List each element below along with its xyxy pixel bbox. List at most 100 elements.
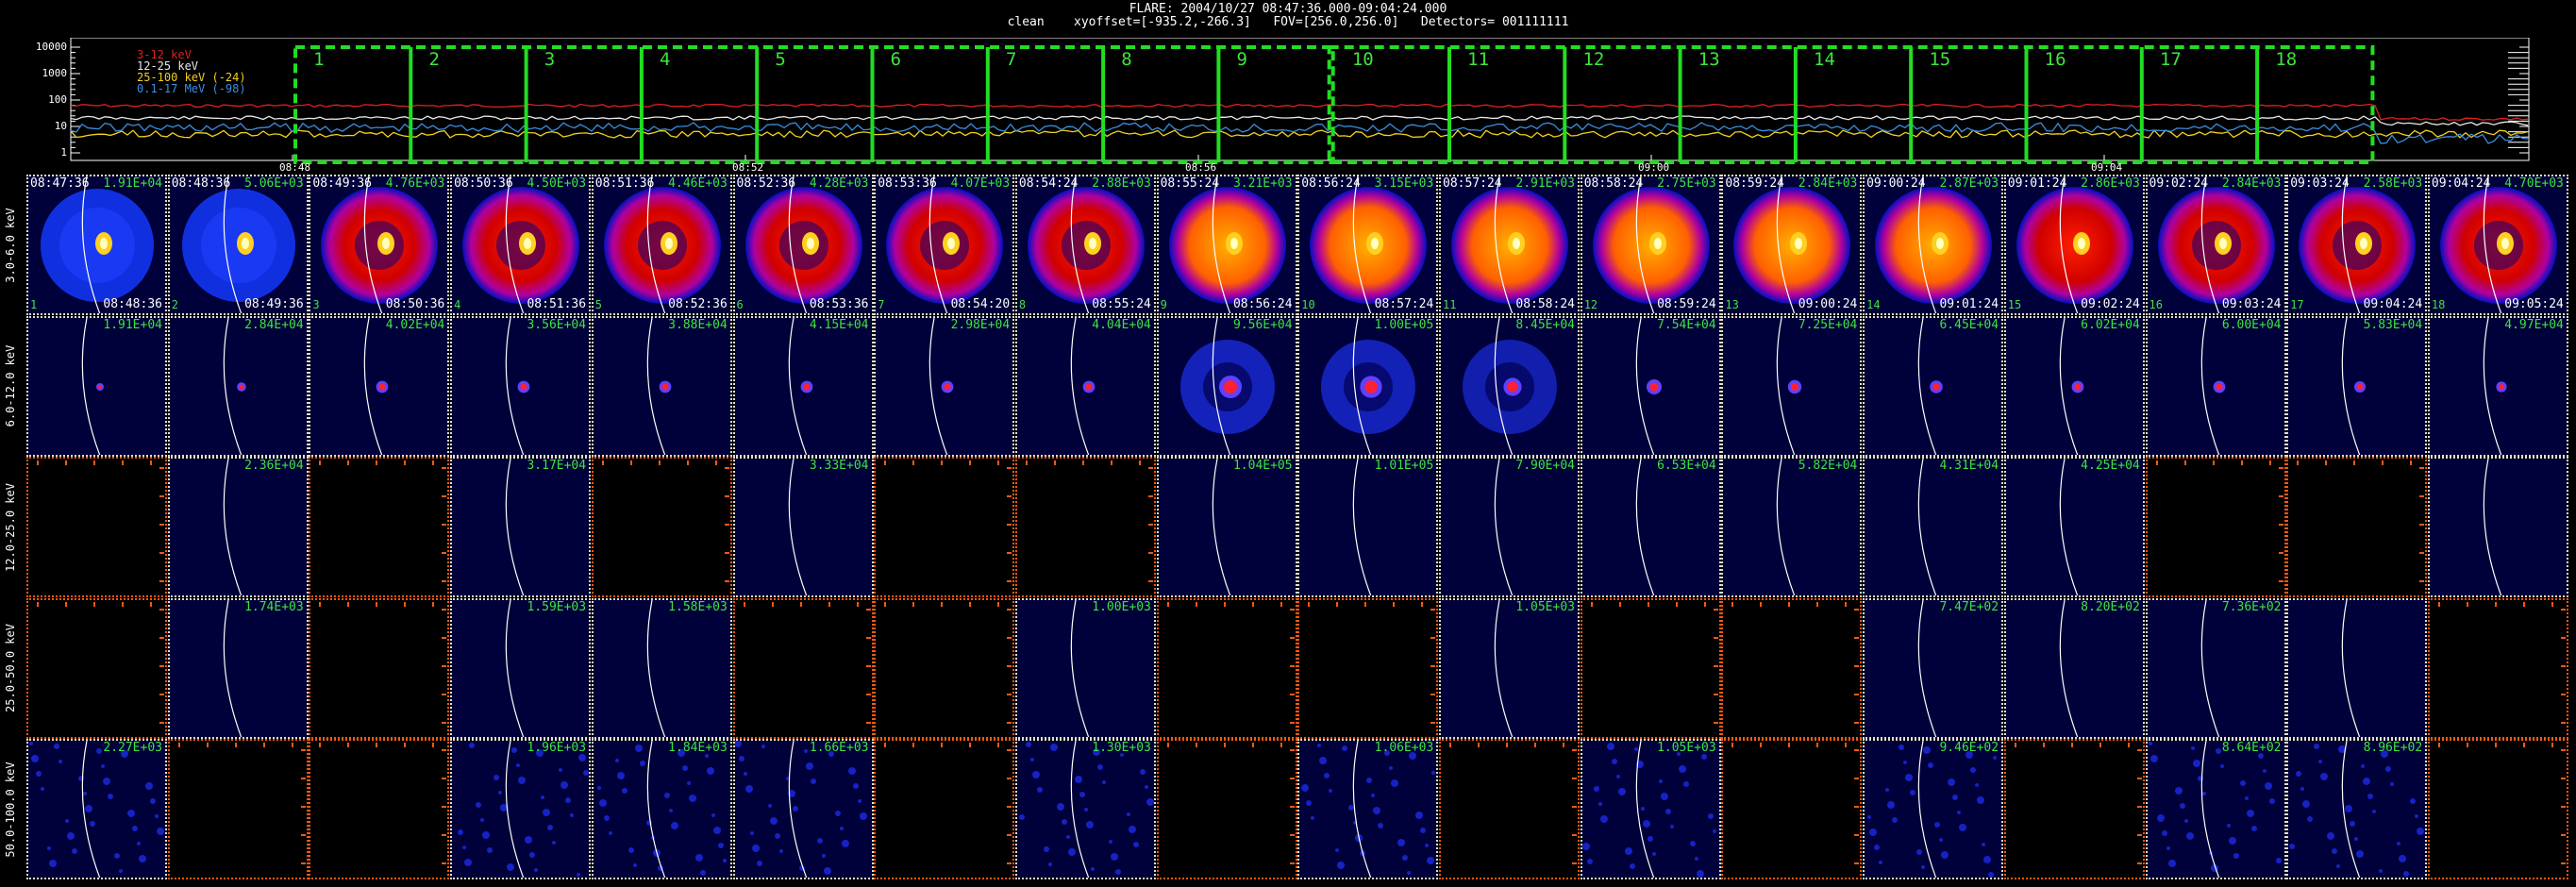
- noise-speck: [743, 772, 747, 776]
- solar-limb: [1353, 459, 1372, 595]
- hot-core: [524, 238, 532, 249]
- noise-speck: [570, 813, 575, 817]
- start-time: 08:49:36: [312, 176, 373, 191]
- solar-limb: [2059, 176, 2079, 313]
- image-cell: 4.15E+04: [732, 315, 874, 457]
- end-time: 09:01:24: [1939, 297, 1999, 311]
- end-time: 09:00:24: [1798, 297, 1858, 311]
- noise-speck: [547, 825, 554, 830]
- noise-speck: [621, 788, 627, 794]
- image-cell: 1.59E+03: [450, 597, 592, 739]
- noise-speck: [1317, 744, 1322, 747]
- noise-speck: [1993, 756, 1998, 760]
- solar-limb: [646, 599, 666, 737]
- image-cell: 08:52:36 08:53:36 6 4.28E+03: [732, 175, 874, 315]
- solar-limb: [1353, 317, 1372, 455]
- image-cell: 1.84E+03: [591, 739, 732, 879]
- solar-limb: [223, 459, 242, 595]
- noise-speck: [137, 842, 141, 845]
- source-core: [944, 383, 951, 390]
- solar-limb: [928, 317, 948, 455]
- max-value: 8.20E+02: [2081, 599, 2140, 614]
- noise-speck: [1415, 812, 1424, 819]
- noise-speck: [1407, 871, 1412, 875]
- image-cell: [2145, 457, 2286, 597]
- image-cell: 08:55:24 08:56:24 9 3.21E+03: [1156, 175, 1297, 315]
- max-value: 1.59E+03: [527, 599, 587, 614]
- noise-speck: [559, 768, 563, 772]
- image-background: [2005, 459, 2143, 595]
- noise-speck: [1311, 816, 1315, 820]
- image-map: [2155, 460, 2283, 582]
- interval-index: 9: [1160, 298, 1167, 311]
- image-map: [1865, 459, 2002, 595]
- noise-speck: [1324, 773, 1330, 778]
- image-cell: 2.84E+04: [167, 315, 309, 457]
- noise-speck: [476, 802, 482, 808]
- noise-speck: [852, 783, 859, 789]
- image-cell: 2.36E+04: [167, 457, 309, 597]
- noise-speck: [29, 742, 33, 745]
- noise-speck: [2228, 837, 2236, 845]
- max-value: 5.82E+04: [1798, 459, 1858, 473]
- image-cell: [874, 597, 1015, 739]
- noise-speck: [2179, 803, 2185, 809]
- solar-limb: [1070, 741, 1090, 878]
- image-background: [1581, 741, 1719, 878]
- solar-limb: [2341, 176, 2361, 313]
- image-cell: 1.96E+03: [450, 739, 592, 879]
- image-cell: 08:47:36 08:48:36 1 1.91E+04: [26, 175, 167, 315]
- noise-speck: [487, 847, 493, 853]
- image-map: [734, 741, 872, 878]
- noise-speck: [1977, 796, 1985, 804]
- image-cell: [1014, 457, 1156, 597]
- noise-speck: [1948, 778, 1956, 786]
- noise-speck: [59, 760, 62, 763]
- image-cell: 8.96E+02: [2286, 739, 2428, 879]
- solar-limb: [505, 317, 525, 455]
- image-cell: [2003, 739, 2145, 879]
- image-params: clean xyoffset=[-935.2,-266.3] FOV=[256.…: [1007, 15, 1569, 29]
- solar-limb: [928, 176, 948, 313]
- solar-limb: [1917, 741, 1937, 878]
- interval-label: 14: [1814, 49, 1835, 70]
- interval-label: 4: [660, 49, 671, 70]
- source-core: [2356, 383, 2364, 390]
- noise-speck: [541, 795, 545, 799]
- image-map: [1441, 317, 1578, 455]
- start-time: 08:53:36: [878, 176, 937, 191]
- noise-speck: [803, 749, 808, 753]
- noise-speck: [464, 859, 473, 866]
- ytick-label: 10: [54, 120, 67, 132]
- noise-speck: [2233, 853, 2239, 859]
- image-map: [1731, 601, 1860, 724]
- noise-speck: [65, 819, 69, 823]
- noise-speck: [1939, 838, 1944, 842]
- max-value: 1.06E+03: [1374, 741, 1434, 755]
- image-cell: 1.00E+03: [1014, 597, 1156, 739]
- noise-speck: [1373, 807, 1381, 814]
- solar-limb: [1917, 459, 1937, 595]
- start-time: 09:01:24: [2007, 176, 2067, 191]
- image-map: [1441, 599, 1578, 737]
- noise-speck: [2167, 860, 2176, 867]
- max-value: 2.88E+03: [1092, 176, 1151, 191]
- image-cell: 08:48:36 08:49:36 2 5.06E+03: [167, 175, 309, 315]
- interval-label: 17: [2159, 49, 2182, 70]
- image-cell: 1.91E+04: [26, 315, 167, 457]
- noise-speck: [614, 759, 619, 762]
- noise-speck: [2302, 800, 2311, 808]
- noise-speck: [2161, 830, 2167, 836]
- max-value: 4.31E+04: [1939, 459, 1999, 473]
- noise-speck: [2320, 773, 2329, 780]
- image-map: [2429, 176, 2567, 313]
- noise-speck: [1306, 800, 1313, 806]
- noise-speck: [1629, 863, 1635, 869]
- noise-speck: [1658, 779, 1663, 783]
- solar-limb: [1494, 317, 1514, 455]
- noise-speck: [1887, 801, 1896, 809]
- image-cell: 1.58E+03: [591, 597, 732, 739]
- energy-band-text: 25.0-50.0 keV: [4, 624, 17, 712]
- solar-limb: [2200, 599, 2219, 737]
- image-cell: 5.82E+04: [1721, 457, 1863, 597]
